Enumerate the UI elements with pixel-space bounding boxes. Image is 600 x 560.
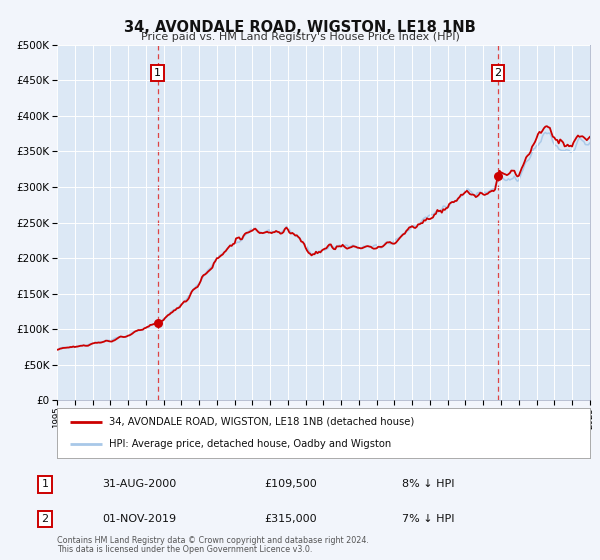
Text: Price paid vs. HM Land Registry's House Price Index (HPI): Price paid vs. HM Land Registry's House … [140, 32, 460, 43]
Text: 7% ↓ HPI: 7% ↓ HPI [402, 514, 455, 524]
Text: 1: 1 [154, 68, 161, 78]
Text: £315,000: £315,000 [264, 514, 317, 524]
Text: 01-NOV-2019: 01-NOV-2019 [102, 514, 176, 524]
Text: 1: 1 [41, 479, 49, 489]
Text: Contains HM Land Registry data © Crown copyright and database right 2024.: Contains HM Land Registry data © Crown c… [57, 536, 369, 545]
Text: This data is licensed under the Open Government Licence v3.0.: This data is licensed under the Open Gov… [57, 545, 313, 554]
Text: 34, AVONDALE ROAD, WIGSTON, LE18 1NB: 34, AVONDALE ROAD, WIGSTON, LE18 1NB [124, 20, 476, 35]
Text: 8% ↓ HPI: 8% ↓ HPI [402, 479, 455, 489]
Text: 2: 2 [41, 514, 49, 524]
Text: HPI: Average price, detached house, Oadby and Wigston: HPI: Average price, detached house, Oadb… [109, 439, 391, 449]
Text: 34, AVONDALE ROAD, WIGSTON, LE18 1NB (detached house): 34, AVONDALE ROAD, WIGSTON, LE18 1NB (de… [109, 417, 415, 427]
Text: 2: 2 [494, 68, 502, 78]
Text: 31-AUG-2000: 31-AUG-2000 [102, 479, 176, 489]
Text: £109,500: £109,500 [264, 479, 317, 489]
